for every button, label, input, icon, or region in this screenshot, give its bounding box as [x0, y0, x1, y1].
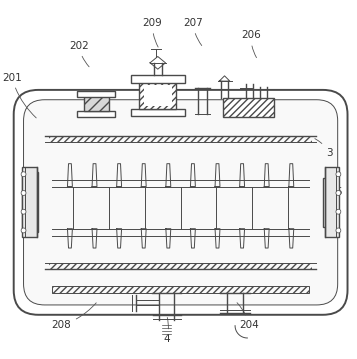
Bar: [84, 96, 109, 111]
Circle shape: [336, 172, 341, 177]
Bar: [131, 108, 185, 116]
Bar: [49, 136, 312, 142]
Bar: [223, 98, 274, 117]
Circle shape: [21, 209, 26, 214]
Bar: [144, 85, 172, 106]
Text: 201: 201: [2, 73, 36, 118]
Text: 207: 207: [183, 18, 203, 46]
Bar: [131, 75, 185, 83]
Bar: [77, 90, 115, 97]
FancyBboxPatch shape: [24, 100, 338, 305]
Circle shape: [336, 209, 341, 214]
Text: 5: 5: [326, 181, 342, 197]
Text: 4: 4: [163, 317, 170, 344]
Bar: [22, 172, 38, 232]
Text: 202: 202: [69, 41, 89, 67]
Text: 204: 204: [237, 303, 259, 330]
Circle shape: [21, 228, 26, 233]
Text: 208: 208: [51, 303, 96, 330]
Text: 3: 3: [315, 139, 333, 158]
Circle shape: [21, 172, 26, 177]
Bar: [49, 263, 312, 269]
Bar: [139, 82, 176, 108]
Circle shape: [21, 191, 26, 195]
Bar: [325, 167, 340, 238]
Text: 209: 209: [143, 18, 162, 47]
FancyBboxPatch shape: [14, 90, 347, 315]
Circle shape: [336, 191, 341, 195]
Bar: [323, 178, 337, 227]
Bar: [77, 111, 115, 117]
Text: 206: 206: [241, 31, 261, 58]
Bar: [52, 286, 309, 293]
Circle shape: [336, 228, 341, 233]
Bar: [22, 167, 36, 238]
